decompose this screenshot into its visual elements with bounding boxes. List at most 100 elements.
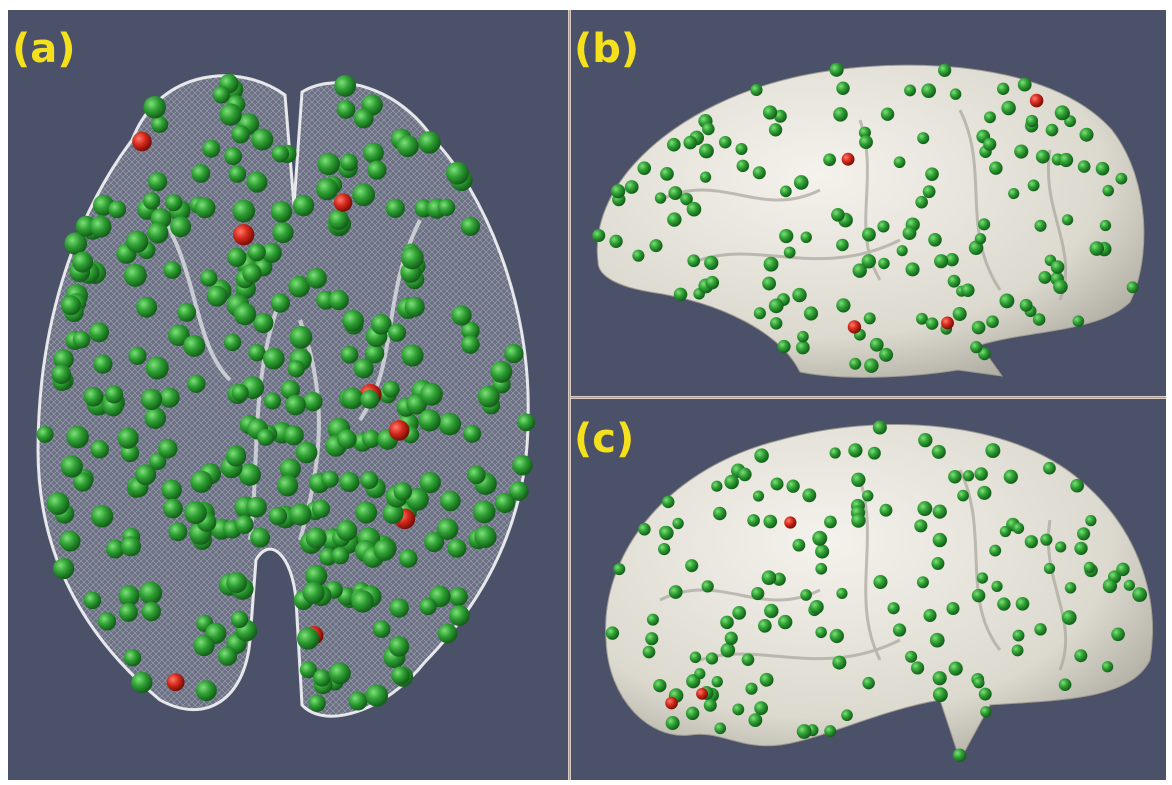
- node-sphere: [699, 144, 714, 159]
- node-sphere: [973, 677, 984, 688]
- node-sphere: [792, 288, 806, 302]
- node-sphere: [332, 547, 350, 565]
- node-sphere: [124, 649, 141, 666]
- node-sphere: [91, 505, 113, 527]
- node-sphere: [316, 178, 338, 200]
- node-sphere: [836, 298, 850, 312]
- node-sphere: [653, 679, 666, 692]
- node-sphere: [317, 153, 340, 176]
- node-sphere: [724, 475, 738, 489]
- node-sphere: [334, 193, 352, 211]
- node-sphere: [742, 653, 755, 666]
- node-sphere: [105, 385, 123, 403]
- node-sphere: [271, 201, 292, 222]
- node-sphere: [1038, 271, 1051, 284]
- node-sphere: [354, 358, 374, 378]
- node-sphere: [184, 501, 207, 524]
- node-sphere: [830, 629, 844, 643]
- node-sphere: [762, 277, 776, 291]
- node-sphere: [61, 295, 81, 315]
- node-sphere: [495, 493, 515, 513]
- node-sphere: [167, 673, 185, 691]
- node-sphere: [824, 516, 837, 529]
- node-sphere: [37, 426, 54, 443]
- node-sphere: [917, 501, 932, 516]
- node-sphere: [1078, 160, 1091, 173]
- node-sphere: [592, 229, 605, 242]
- node-sphere: [360, 390, 379, 409]
- node-sphere: [754, 448, 769, 463]
- node-sphere: [438, 199, 455, 216]
- node-sphere: [1080, 128, 1094, 142]
- node-sphere: [1089, 241, 1104, 256]
- node-sphere: [836, 239, 849, 252]
- node-sphere: [139, 582, 162, 605]
- node-sphere: [363, 143, 384, 164]
- node-sphere: [700, 171, 711, 182]
- node-sphere: [446, 162, 469, 185]
- node-sphere: [985, 443, 1000, 458]
- node-sphere: [1016, 597, 1030, 611]
- node-sphere: [1004, 470, 1018, 484]
- node-sphere: [804, 306, 818, 320]
- node-sphere: [1055, 541, 1066, 552]
- node-sphere: [725, 632, 738, 645]
- node-sphere: [374, 539, 396, 561]
- node-sphere: [881, 108, 894, 121]
- node-sphere: [793, 539, 806, 552]
- node-sphere: [978, 218, 990, 230]
- node-sphere: [780, 186, 792, 198]
- node-sphere: [632, 250, 644, 262]
- node-sphere: [797, 331, 809, 343]
- node-sphere: [337, 100, 356, 119]
- node-sphere: [337, 429, 357, 449]
- node-sphere: [66, 426, 89, 449]
- node-sphere: [143, 192, 160, 209]
- node-sphere: [1051, 260, 1065, 274]
- node-sphere: [467, 466, 486, 485]
- node-sphere: [1077, 527, 1090, 540]
- node-sphere: [177, 303, 196, 322]
- node-sphere: [702, 123, 715, 136]
- node-sphere: [191, 164, 210, 183]
- node-sphere: [906, 262, 920, 276]
- node-sphere: [696, 688, 708, 700]
- node-sphere: [373, 620, 391, 638]
- node-sphere: [683, 136, 697, 150]
- node-sphere: [836, 588, 847, 599]
- node-sphere: [983, 138, 996, 151]
- node-sphere: [342, 310, 364, 332]
- node-sphere: [293, 195, 314, 216]
- node-sphere: [786, 479, 799, 492]
- node-sphere: [784, 516, 796, 528]
- node-sphere: [812, 531, 827, 546]
- node-sphere: [868, 447, 881, 460]
- node-sphere: [991, 581, 1002, 592]
- node-sphere: [341, 346, 359, 364]
- node-sphere: [930, 633, 945, 648]
- node-sphere: [1026, 115, 1038, 127]
- node-sphere: [660, 167, 674, 181]
- node-sphere: [957, 490, 969, 502]
- node-sphere: [923, 185, 936, 198]
- node-sphere: [1013, 522, 1024, 533]
- node-sphere: [946, 602, 959, 615]
- node-sphere: [231, 611, 248, 628]
- node-sphere: [802, 488, 816, 502]
- node-sphere: [1085, 515, 1096, 526]
- node-sphere: [285, 395, 306, 416]
- node-sphere: [1034, 623, 1046, 635]
- node-sphere: [769, 298, 784, 313]
- node-sphere: [195, 197, 216, 218]
- node-sphere: [997, 597, 1010, 610]
- node-sphere: [737, 160, 749, 172]
- node-sphere: [383, 381, 400, 398]
- node-sphere: [753, 490, 764, 501]
- node-sphere: [308, 694, 325, 711]
- node-sphere: [606, 626, 619, 639]
- node-sphere: [972, 321, 986, 335]
- node-sphere: [128, 347, 146, 365]
- node-sphere: [702, 580, 714, 592]
- node-sphere: [972, 589, 985, 602]
- node-sphere: [272, 222, 293, 243]
